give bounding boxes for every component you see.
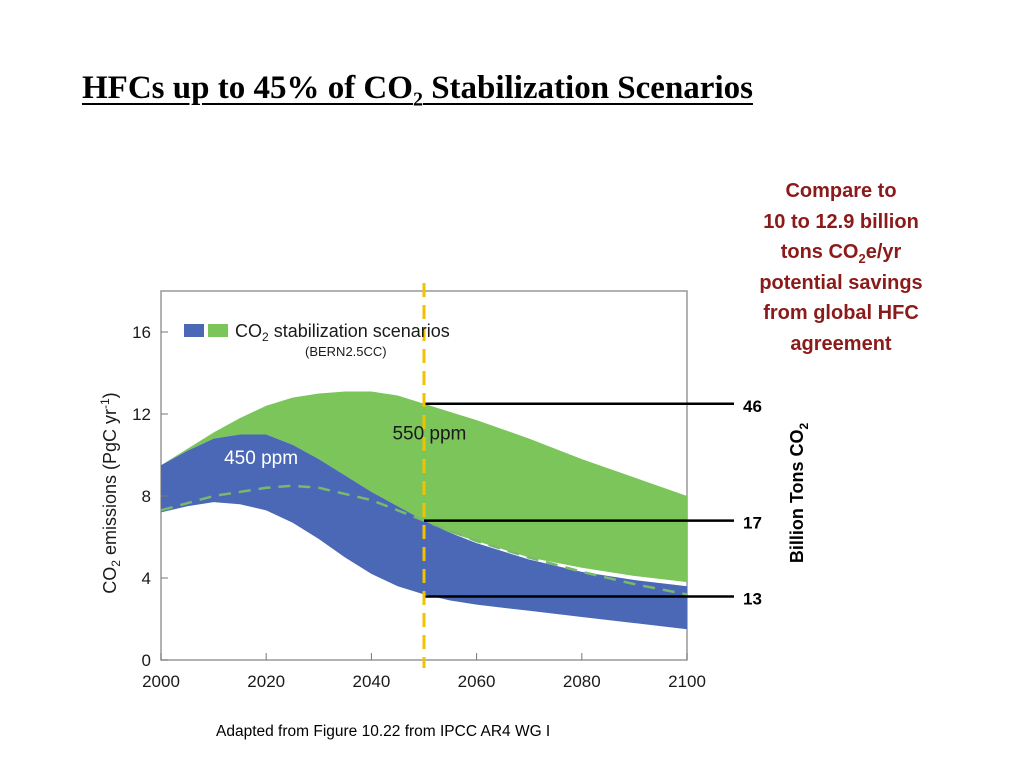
series-label-450: 450 ppm: [224, 448, 298, 469]
marker-lines: 46 17 13: [422, 283, 762, 668]
callout-line-3-text: tons CO: [780, 241, 859, 263]
legend-note: (BERN2.5CC): [305, 344, 387, 359]
title-rest: Stabilization Scenarios: [422, 70, 753, 106]
chart-legend: CO2 stabilization scenarios (BERN2.5CC): [184, 321, 450, 359]
series-labels: 450 ppm 550 ppm: [224, 423, 466, 469]
x-tick-label: 2060: [458, 672, 496, 691]
callout-line-3-unit: e/yr: [865, 241, 902, 263]
x-tick-label: 2080: [563, 672, 601, 691]
callout-line-4: potential savings: [759, 271, 923, 294]
y-axis-label: CO2 emissions (PgC yr-1): [98, 392, 123, 593]
callout-line-2: 10 to 12.9 billion: [763, 210, 919, 233]
x-tick-label: 2000: [142, 672, 180, 691]
callout-line-5: from global HFC: [763, 302, 919, 324]
callout-line-6: agreement: [790, 332, 892, 355]
dashed-line-group: [160, 484, 688, 596]
x-tick-label: 2020: [247, 672, 285, 691]
marker-label: 46: [743, 397, 762, 416]
y-tick-label: 0: [142, 651, 151, 670]
title-main: HFCs up to 45% of CO: [82, 70, 413, 106]
dashed-reference-line: [160, 484, 688, 596]
title-subscript: 2: [412, 88, 423, 111]
right-axis-label: Billion Tons CO2: [787, 423, 811, 564]
y-tick-label: 8: [142, 487, 151, 506]
compare-callout: Compare to 10 to 12.9 billion tons CO2e/…: [718, 176, 964, 359]
y-tick-label: 4: [142, 569, 151, 588]
series-label-550: 550 ppm: [392, 423, 466, 444]
marker-label: 17: [743, 514, 762, 533]
figure-caption: Adapted from Figure 10.22 from IPCC AR4 …: [216, 723, 551, 740]
y-tick-label: 16: [132, 323, 151, 342]
callout-line-3: tons CO2e/yr: [718, 237, 964, 268]
x-axis-ticks: 2000 2020 2040 2060 2080 2100: [142, 653, 706, 691]
legend-swatch-450: [184, 324, 204, 337]
y-tick-label: 12: [132, 405, 151, 424]
callout-line-1: Compare to: [785, 180, 897, 202]
legend-label: CO2 stabilization scenarios: [235, 321, 450, 344]
x-tick-label: 2100: [668, 672, 706, 691]
callout-line-3-subscript: 2: [858, 251, 866, 266]
legend-swatch-550: [208, 324, 228, 337]
slide-title: HFCs up to 45% of CO2 Stabilization Scen…: [82, 70, 753, 112]
x-tick-label: 2040: [352, 672, 390, 691]
y-axis-ticks: 0 4 8 12 16: [132, 323, 168, 670]
marker-label: 13: [743, 589, 762, 608]
